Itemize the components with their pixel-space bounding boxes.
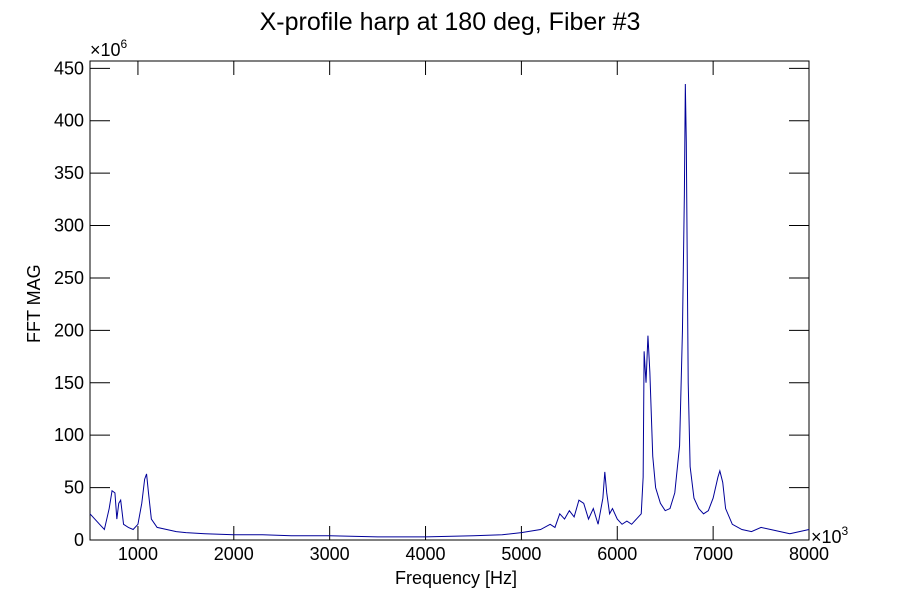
x-multiplier: ×103: [811, 524, 849, 547]
spectrum-line: [89, 84, 810, 538]
x-tick-label: 1000: [118, 544, 158, 564]
x-tick-label: 4000: [406, 544, 446, 564]
y-tick-label: 50: [64, 478, 84, 498]
y-multiplier: ×106: [90, 37, 128, 60]
y-tick-label: 150: [54, 373, 84, 393]
y-tick-label: 0: [74, 530, 84, 550]
x-multiplier-base: ×10: [811, 527, 842, 547]
y-tick-label: 450: [54, 58, 84, 78]
x-tick-label: 3000: [310, 544, 350, 564]
y-multiplier-exp: 6: [121, 37, 128, 51]
chart-title: X-profile harp at 180 deg, Fiber #3: [260, 8, 641, 36]
y-tick-label: 100: [54, 425, 84, 445]
y-tick-label: 350: [54, 163, 84, 183]
y-tick-label: 400: [54, 111, 84, 131]
x-multiplier-exp: 3: [842, 524, 849, 538]
y-tick-label: 250: [54, 268, 84, 288]
x-tick-label: 8000: [789, 544, 829, 564]
x-tick-label: 2000: [214, 544, 254, 564]
y-tick-label: 200: [54, 320, 84, 340]
x-tick-label: 5000: [501, 544, 541, 564]
x-tick-label: 7000: [693, 544, 733, 564]
plot-frame: [89, 60, 810, 541]
y-axis-label: FFT MAG: [24, 264, 44, 343]
y-multiplier-base: ×10: [90, 40, 121, 60]
y-tick-label: 300: [54, 216, 84, 236]
x-tick-label: 6000: [597, 544, 637, 564]
x-axis-label: Frequency [Hz]: [395, 568, 517, 588]
